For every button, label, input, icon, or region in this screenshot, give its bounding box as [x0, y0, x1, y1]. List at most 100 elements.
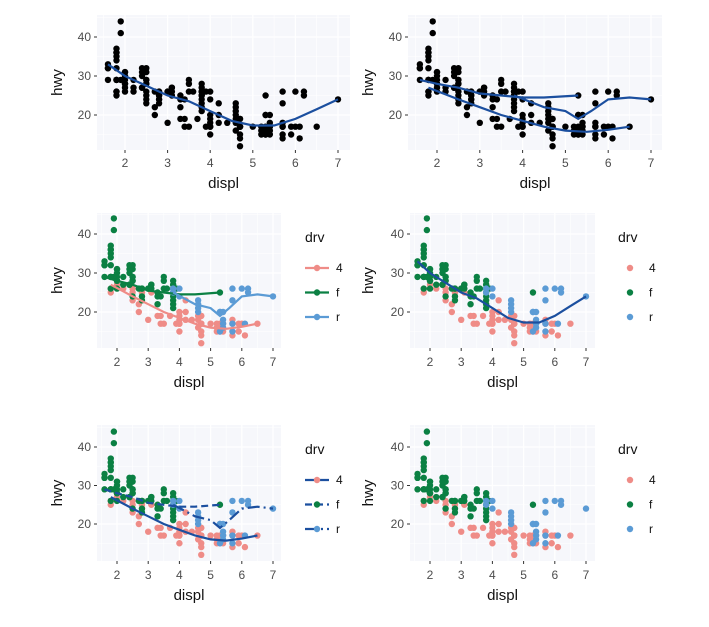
data-point-4: [198, 340, 205, 347]
data-point-r: [229, 297, 236, 304]
x-tick-label: 6: [551, 568, 558, 582]
data-point-f: [420, 455, 427, 462]
legend-entry-4: 4: [305, 261, 343, 275]
data-point-f: [433, 68, 441, 76]
data-point-f: [117, 18, 124, 25]
data-point-f: [113, 478, 121, 485]
data-point-f: [120, 486, 127, 493]
data-point-4: [145, 528, 152, 535]
data-point-f: [420, 242, 427, 249]
data-point-f: [216, 501, 224, 508]
data-point-f: [420, 250, 427, 257]
data-point-4: [520, 532, 527, 539]
data-point-f: [107, 242, 114, 249]
smooth-line-r: [513, 94, 652, 121]
data-point-4: [545, 127, 552, 134]
y-tick-label: 40: [78, 440, 92, 454]
data-point-4: [489, 316, 496, 323]
data-point-f: [157, 505, 164, 512]
data-point-f: [154, 301, 161, 308]
data-point-r: [542, 497, 549, 505]
data-point-r: [232, 107, 239, 115]
data-point-r: [647, 96, 655, 103]
x-tick-label: 3: [145, 568, 152, 582]
legend-label: 4: [649, 473, 656, 487]
data-point-r: [579, 123, 586, 130]
data-point-4: [177, 115, 184, 123]
data-point-r: [542, 509, 549, 516]
data-point-4: [207, 131, 214, 138]
data-point-4: [202, 123, 210, 130]
data-point-4: [479, 524, 487, 532]
data-point-r: [554, 320, 562, 327]
data-point-r: [551, 285, 558, 292]
data-point-f: [198, 80, 205, 88]
legend-label: f: [649, 498, 653, 512]
legend-entry-4: 4: [305, 473, 343, 487]
x-tick-label: 4: [176, 568, 183, 582]
data-point-4: [313, 123, 320, 130]
legend-entry-r: r: [305, 522, 340, 536]
data-point-4: [467, 524, 474, 532]
data-point-4: [567, 320, 574, 327]
x-axis-title: displ: [487, 587, 518, 604]
data-point-4: [448, 308, 456, 316]
data-point-4: [296, 135, 303, 142]
data-point-r: [542, 328, 549, 335]
plot-background: [97, 425, 281, 561]
data-point-4: [182, 308, 189, 316]
data-point-f: [429, 29, 436, 37]
data-point-4: [489, 115, 496, 123]
x-tick-label: 7: [648, 156, 655, 170]
data-point-r: [262, 131, 269, 138]
data-point-r: [229, 540, 236, 547]
data-point-4: [527, 111, 535, 119]
panel-2: 2 3 4 5 6 7 20 30 40 displ hwy: [360, 15, 662, 192]
legend-key-point: [313, 476, 321, 484]
y-tick-label: 30: [78, 69, 92, 83]
data-point-f: [448, 497, 456, 505]
x-axis-title: displ: [174, 587, 205, 604]
data-point-4: [164, 119, 171, 127]
plot-background: [97, 213, 281, 348]
legend-key-point: [313, 501, 321, 508]
legend-entry-f: f: [626, 498, 653, 512]
data-point-f: [442, 505, 449, 512]
data-point-f: [426, 277, 434, 284]
data-point-4: [145, 316, 152, 323]
data-point-r: [542, 532, 549, 539]
y-tick-label: 40: [78, 227, 92, 241]
data-point-f: [160, 277, 167, 284]
data-point-r: [238, 285, 245, 292]
legend: drv 4 fr: [618, 441, 656, 536]
legend-key-point: [626, 313, 634, 321]
data-point-r: [582, 505, 590, 512]
plot-background: [410, 213, 595, 348]
data-point-4: [151, 111, 159, 119]
y-tick-label: 20: [78, 305, 92, 319]
data-point-f: [468, 96, 475, 103]
data-point-r: [229, 328, 236, 335]
data-point-f: [414, 273, 421, 281]
data-point-4: [458, 316, 465, 323]
data-point-f: [129, 262, 136, 269]
data-point-r: [557, 501, 565, 508]
panel-4: 2 3 4 5 6 7 20 30 40 displ hwy drv 4 fr: [360, 213, 656, 391]
data-point-4: [160, 532, 167, 539]
data-point-4: [207, 320, 214, 327]
data-point-4: [519, 111, 526, 119]
data-point-4: [495, 316, 502, 323]
data-point-4: [476, 119, 483, 127]
data-point-r: [542, 297, 549, 304]
legend-entry-r: r: [626, 522, 653, 536]
data-point-f: [416, 65, 424, 72]
data-point-4: [182, 509, 189, 516]
data-point-r: [545, 107, 552, 115]
y-tick-label: 40: [78, 30, 92, 44]
data-point-f: [423, 226, 431, 234]
data-point-f: [157, 293, 164, 300]
data-point-f: [493, 96, 501, 103]
data-point-f: [482, 516, 490, 524]
data-point-f: [482, 277, 490, 284]
data-point-4: [463, 104, 471, 111]
